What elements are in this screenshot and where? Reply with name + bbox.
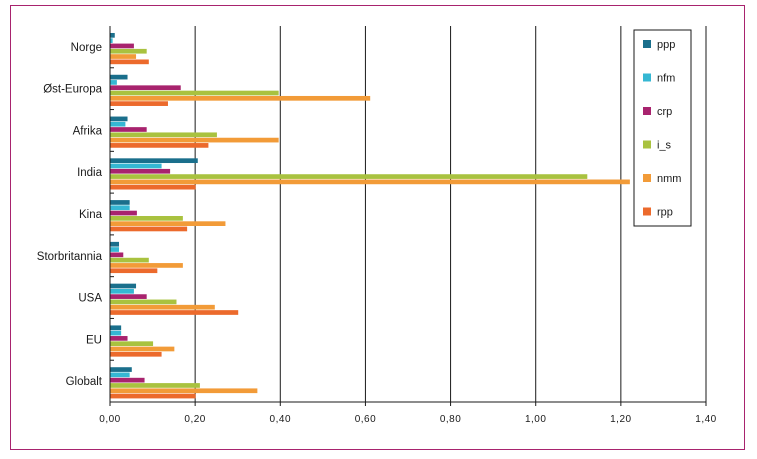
bar-ppp [110,158,198,164]
category-label: Globalt [66,376,103,388]
x-tick-label: 0,80 [440,414,461,425]
bar-rpp [110,59,149,65]
legend-label-nmm: nmm [657,173,681,185]
labels: 0,00 0,20 0,40 0,60 0,80 1,00 1,20 1,40 Norge Øst… [37,42,716,425]
bar-ppp [110,200,130,205]
legend-swatch-ppp [643,40,651,48]
bar-nfm [110,80,117,85]
x-tick-label: 0,20 [184,414,205,425]
bar-rpp [110,268,158,274]
bar-nmm [110,263,183,268]
bar-nfm [110,247,120,252]
category-label: EU [86,334,102,346]
legend-swatch-crp [643,107,651,115]
legend-label-ppp: ppp [657,39,675,51]
bar-rpp [110,310,239,315]
bar-crp [110,127,147,132]
bar-i_s [110,174,588,179]
bar-nmm [110,95,371,101]
bar-crp [110,85,181,91]
bar-i_s [110,90,279,96]
bar-rpp [110,184,196,190]
bar-ppp [110,74,128,80]
bar-crp [110,43,134,49]
bar-ppp [110,116,128,122]
bar-nmm [110,346,175,352]
bar-nfm [110,372,130,378]
bar-i_s [110,132,217,138]
bar-nmm [110,304,215,310]
x-tick-label: 1,00 [525,414,546,425]
category-label: Norge [71,42,102,54]
category-label: Storbritannia [37,251,103,263]
bar-crp [110,252,124,258]
bar-rpp [110,393,196,399]
bar-ppp [110,367,132,372]
legend-swatch-rpp [643,207,651,216]
bar-nmm [110,137,279,143]
bar-nfm [110,38,113,43]
bar-crp [110,210,137,216]
x-tick-label: 0,00 [99,414,120,425]
bar-crp [110,294,147,299]
category-label: Øst-Europa [43,84,102,96]
bar-i_s [110,383,200,388]
bar-rpp [110,143,209,148]
bar-nfm [110,288,134,294]
legend-label-rpp: rpp [657,207,673,219]
grid-lines [194,26,707,402]
x-tick-label: 1,20 [610,414,631,425]
legend-swatch-nfm [643,73,651,82]
bar-crp [110,168,171,174]
bar-nfm [110,205,130,211]
bar-i_s [110,299,177,305]
bar-i_s [110,216,183,221]
bar-nfm [110,121,126,127]
x-tick-label: 1,40 [695,414,716,425]
bar-ppp [110,325,122,331]
bar-i_s [110,257,149,263]
bar-rpp [110,101,168,106]
bar-crp [110,377,145,383]
bar-rpp [110,351,162,357]
bar-nfm [110,163,162,169]
category-label: India [77,167,103,179]
bar-i_s [110,341,154,347]
bar-crp [110,336,128,341]
category-label: Kina [79,209,103,221]
x-tick-label: 0,40 [270,414,291,425]
bar-nmm [110,221,226,226]
bar-i_s [110,48,147,54]
bar-ppp [110,283,137,289]
legend-label-crp: crp [657,106,672,118]
bar-rpp [110,226,188,232]
bar-nfm [110,330,122,336]
category-label: USA [78,293,102,305]
bar-nmm [110,54,137,59]
legend-swatch-i_s [643,140,651,149]
bar-nmm [110,388,258,394]
legend-swatch-nmm [643,174,651,182]
x-tick-label: 0,60 [355,414,376,425]
axes [109,26,707,406]
bars [110,32,630,399]
legend-label-i_s: i_s [657,140,672,152]
bar-ppp [110,241,120,247]
bar-nmm [110,179,630,185]
legend-label-nfm: nfm [657,73,675,85]
bar-ppp [110,32,115,38]
category-label: Afrika [73,125,103,137]
legend-box [633,29,692,227]
